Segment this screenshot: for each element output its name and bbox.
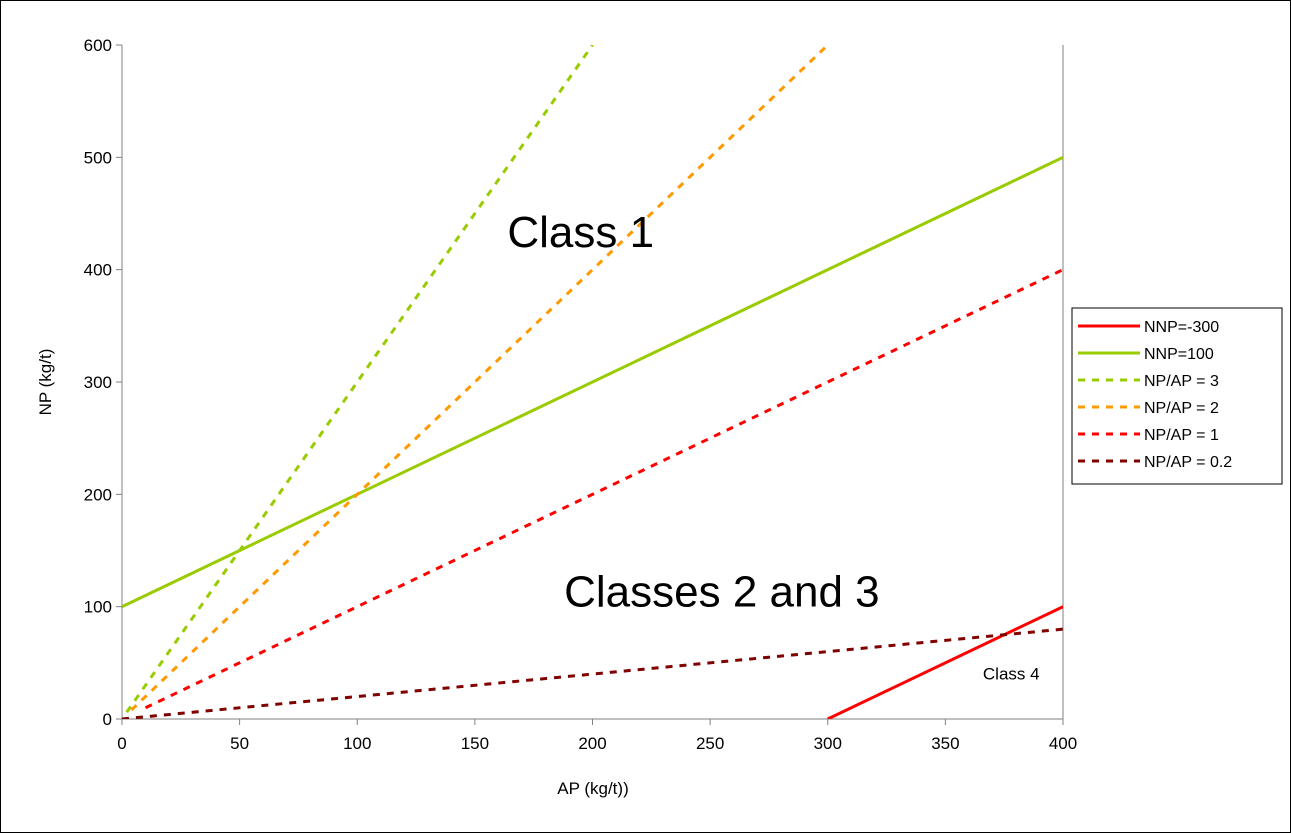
y-tick-label: 600 <box>84 36 112 55</box>
x-axis-title: AP (kg/t)) <box>557 779 628 798</box>
annotation-label: Class 1 <box>507 208 654 257</box>
x-tick-label: 250 <box>696 734 724 753</box>
y-axis-title: NP (kg/t) <box>36 349 55 416</box>
annotation-label: Classes 2 and 3 <box>564 568 880 617</box>
x-tick-label: 400 <box>1049 734 1077 753</box>
x-tick-label: 100 <box>343 734 371 753</box>
series-line-1 <box>122 155 1063 609</box>
series-line-4 <box>144 268 1063 710</box>
series-line-2 <box>125 45 594 714</box>
legend: NNP=-300 NNP=100 NP/AP = 3 NP/AP = 2 NP/AP =… <box>1071 307 1283 485</box>
annotation-label: Class 4 <box>983 665 1040 684</box>
legend-label: NP/AP = 2 <box>1144 400 1219 417</box>
legend-label: NNP=100 <box>1144 346 1214 363</box>
axes: 0 50 100 150 200 250 300 350 400 0 100 200 300 400 500… <box>84 36 1078 753</box>
y-tick-label: 400 <box>84 261 112 280</box>
legend-label: NP/AP = 0.2 <box>1144 454 1232 471</box>
y-tick-label: 100 <box>84 598 112 617</box>
x-tick-label: 0 <box>117 734 126 753</box>
y-tick-label: 500 <box>84 148 112 167</box>
legend-box <box>1071 307 1283 485</box>
series-layer <box>122 45 1063 719</box>
y-tick-label: 300 <box>84 373 112 392</box>
legend-label: NNP=-300 <box>1144 319 1219 336</box>
x-tick-label: 200 <box>578 734 606 753</box>
series-line-5 <box>122 627 1063 719</box>
series-line-3 <box>130 45 829 712</box>
legend-label: NP/AP = 3 <box>1144 373 1219 390</box>
x-tick-label: 300 <box>814 734 842 753</box>
annotations: Class 1 Classes 2 and 3 Class 4 <box>507 208 1039 683</box>
x-tick-label: 50 <box>230 734 249 753</box>
y-tick-label: 0 <box>103 710 112 729</box>
legend-label: NP/AP = 1 <box>1144 427 1219 444</box>
y-tick-label: 200 <box>84 485 112 504</box>
x-tick-label: 150 <box>461 734 489 753</box>
x-tick-label: 350 <box>931 734 959 753</box>
series-line-0 <box>827 605 1063 719</box>
